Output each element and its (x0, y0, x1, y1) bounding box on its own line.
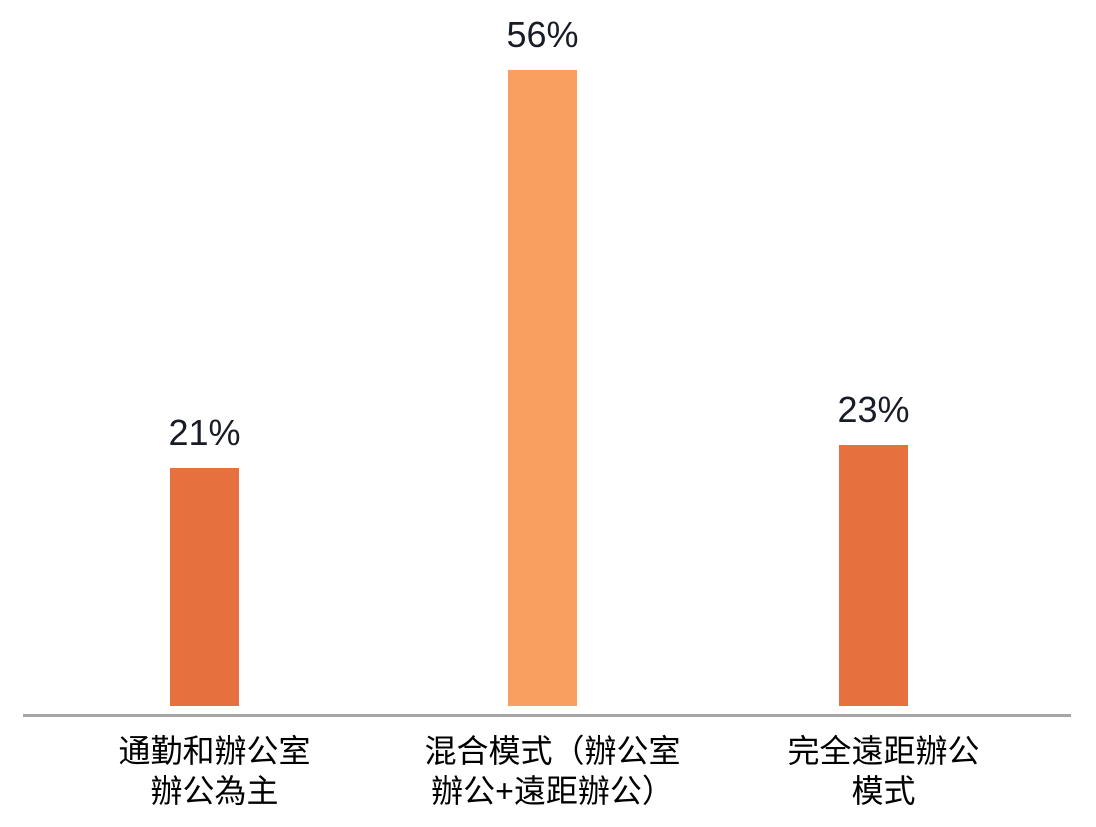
value-label: 21% (168, 411, 241, 453)
category-label-line: 辦公為主 (150, 773, 279, 809)
bar-fully-remote (839, 444, 908, 706)
category-label: 混合模式（辦公室 辦公+遠距辦公） (363, 731, 743, 811)
category-label-line: 完全遠距辦公 (787, 733, 980, 769)
value-label: 23% (837, 388, 910, 430)
category-label-line: 通勤和辦公室 (118, 733, 311, 769)
bar-hybrid-mode (508, 70, 577, 706)
category-label-line: 模式 (851, 773, 916, 809)
category-label-line: 辦公+遠距辦公） (431, 773, 674, 809)
category-label: 完全遠距辦公 模式 (694, 731, 1074, 811)
bar-commute-office (170, 467, 239, 706)
value-label: 56% (506, 14, 579, 56)
x-axis-line (23, 714, 1071, 717)
category-label-line: 混合模式（辦公室 (424, 733, 681, 769)
category-label: 通勤和辦公室 辦公為主 (25, 731, 405, 811)
